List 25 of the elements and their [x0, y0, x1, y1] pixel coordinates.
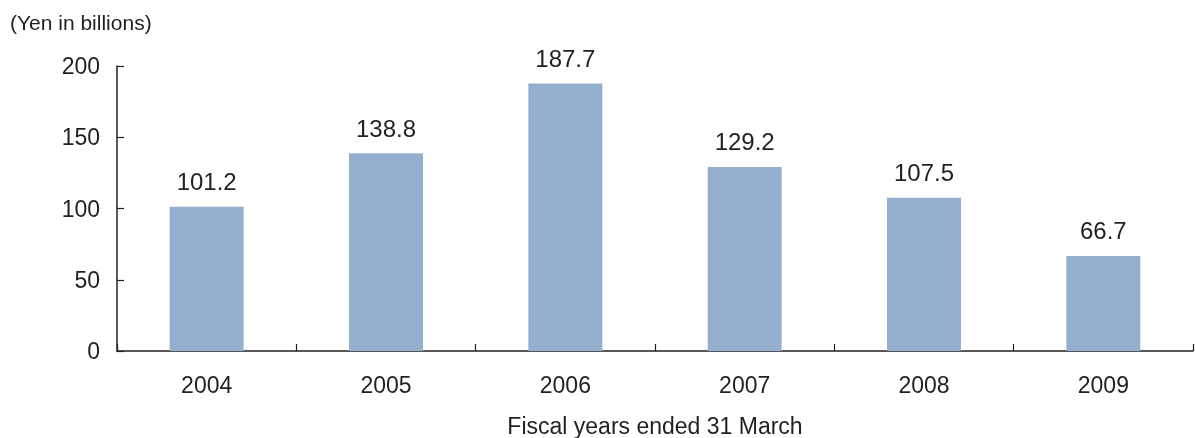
- y-tick-label: 50: [74, 266, 100, 293]
- x-tick-label: 2009: [1077, 371, 1129, 398]
- y-tick-label: 150: [61, 124, 100, 151]
- bar: [1066, 255, 1141, 351]
- x-tick-label: 2008: [898, 371, 950, 398]
- data-label: 138.8: [355, 114, 417, 142]
- data-label: 101.2: [176, 168, 237, 196]
- bar: [887, 197, 961, 351]
- bar: [169, 206, 244, 351]
- x-axis-title: Fiscal years ended 31 March: [507, 412, 803, 438]
- x-tick-label: 2006: [539, 371, 591, 398]
- x-tick-label: 2004: [181, 371, 233, 398]
- bar: [707, 166, 782, 351]
- y-tick-label: 200: [61, 53, 100, 79]
- y-tick-label: 0: [87, 338, 100, 364]
- x-tick-label: 2007: [719, 371, 771, 398]
- data-label: 187.7: [535, 45, 596, 73]
- data-label: 129.2: [714, 128, 775, 156]
- y-axis-title: (Yen in billions): [10, 11, 152, 34]
- data-label: 107.5: [893, 159, 955, 187]
- x-tick-label: 2005: [360, 371, 412, 398]
- y-tick-label: 100: [61, 195, 100, 222]
- bar: [528, 83, 603, 351]
- bar: [349, 153, 423, 351]
- data-label: 66.7: [1079, 217, 1127, 245]
